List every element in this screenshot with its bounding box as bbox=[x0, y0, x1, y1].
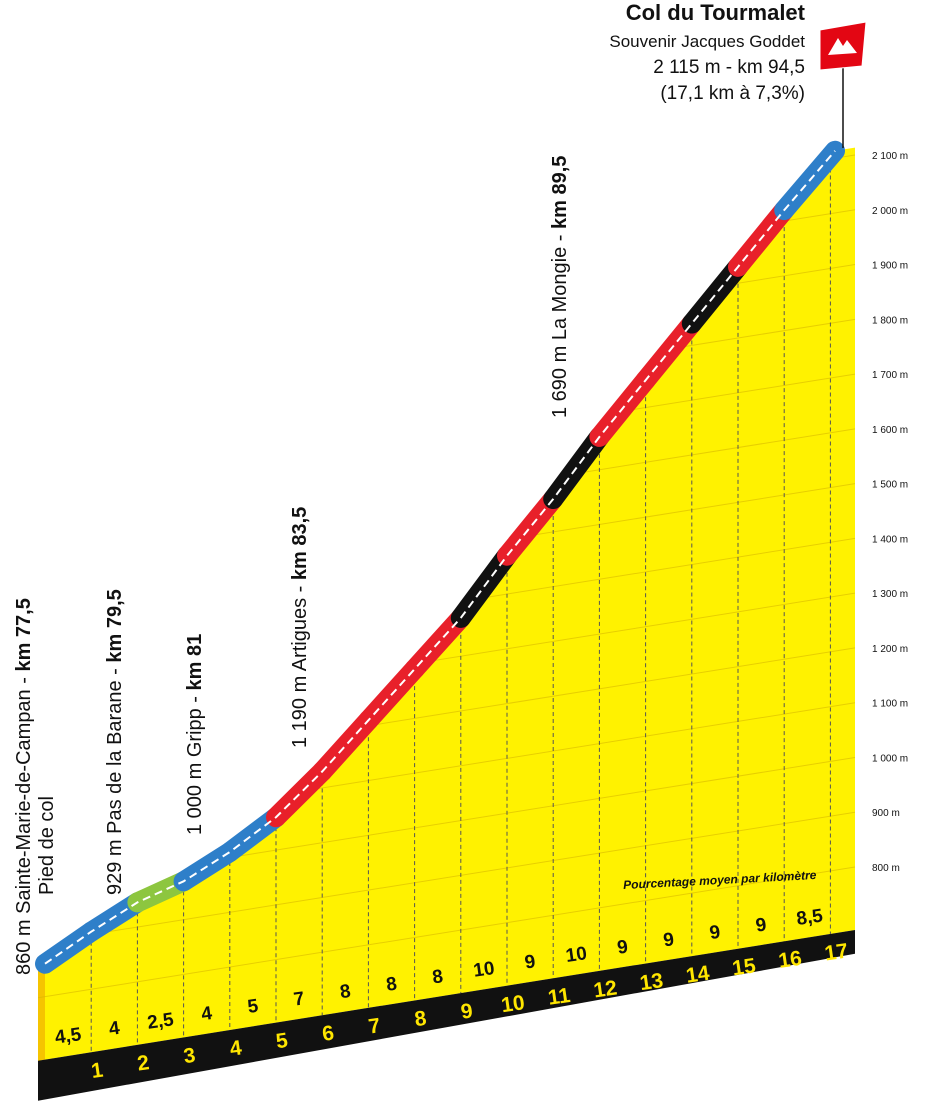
y-tick-label: 1 400 m bbox=[872, 534, 908, 545]
percent-label: 10 bbox=[472, 958, 496, 982]
km-label: 6 bbox=[321, 1022, 336, 1046]
percent-label: 8 bbox=[385, 974, 398, 996]
percent-label: 4 bbox=[200, 1003, 214, 1025]
waypoint-name: 1 000 m Gripp - bbox=[184, 690, 206, 835]
road-centerline bbox=[44, 150, 836, 965]
mountain-icon bbox=[828, 38, 857, 55]
percent-label: 5 bbox=[246, 996, 260, 1018]
y-tick-label: 800 m bbox=[872, 863, 900, 874]
km-label: 1 bbox=[90, 1059, 105, 1083]
waypoint-km: km 79,5 bbox=[104, 589, 126, 662]
km-label: 8 bbox=[413, 1007, 428, 1031]
km-label: 4 bbox=[228, 1036, 243, 1060]
percent-label: 8 bbox=[431, 966, 444, 988]
percent-label: 9 bbox=[708, 922, 721, 944]
waypoint-name: 860 m Sainte-Marie-de-Campan - bbox=[13, 672, 35, 975]
road-segment bbox=[497, 489, 564, 566]
waypoint-km: km 83,5 bbox=[289, 507, 311, 580]
grid-line bbox=[38, 811, 855, 944]
percent-label: 2,5 bbox=[146, 1009, 176, 1034]
percent-label: 9 bbox=[754, 914, 767, 936]
percent-label: 9 bbox=[662, 929, 675, 951]
km-label: 14 bbox=[685, 962, 712, 988]
y-tick-label: 1 800 m bbox=[872, 315, 908, 326]
y-tick-label: 2 000 m bbox=[872, 206, 908, 217]
waypoint-label: 929 m Pas de la Barane - km 79,5 bbox=[104, 589, 126, 895]
y-tick-label: 1 200 m bbox=[872, 644, 908, 655]
percent-label: 7 bbox=[292, 988, 305, 1010]
km-label: 10 bbox=[500, 991, 526, 1017]
percent-label: 8,5 bbox=[795, 905, 825, 930]
y-tick-label: 900 m bbox=[872, 808, 900, 819]
profile-side bbox=[38, 963, 45, 1061]
km-label: 12 bbox=[592, 976, 618, 1002]
waypoint-label: 860 m Sainte-Marie-de-Campan - km 77,5 bbox=[13, 598, 35, 975]
km-label: 7 bbox=[367, 1014, 382, 1038]
km-label: 17 bbox=[823, 939, 849, 965]
grid-line bbox=[38, 866, 855, 999]
summit-name: Col du Tourmalet bbox=[626, 0, 806, 25]
waypoint-km: km 77,5 bbox=[13, 598, 35, 671]
waypoint-note: Pied de col bbox=[36, 796, 58, 895]
y-tick-label: 2 100 m bbox=[872, 151, 908, 162]
y-tick-label: 1 600 m bbox=[872, 425, 908, 436]
waypoint-label: 1 000 m Gripp - km 81 bbox=[184, 634, 206, 835]
waypoint-km: km 89,5 bbox=[549, 156, 571, 229]
summit-stats: (17,1 km à 7,3%) bbox=[660, 83, 805, 104]
waypoint-km: km 81 bbox=[184, 634, 206, 691]
y-tick-label: 1 700 m bbox=[872, 370, 908, 381]
y-tick-label: 1 000 m bbox=[872, 753, 908, 764]
y-tick-label: 1 900 m bbox=[872, 261, 908, 272]
waypoint-name: 1 690 m La Mongie - bbox=[549, 229, 571, 418]
km-label: 9 bbox=[459, 999, 474, 1023]
km-label: 11 bbox=[547, 984, 573, 1010]
percent-label: 9 bbox=[616, 937, 629, 959]
km-label: 5 bbox=[275, 1029, 290, 1053]
percent-label: 4 bbox=[108, 1018, 122, 1040]
y-tick-label: 1 300 m bbox=[872, 589, 908, 600]
waypoint-name: 929 m Pas de la Barane - bbox=[104, 663, 126, 895]
y-tick-label: 1 100 m bbox=[872, 699, 908, 710]
km-band bbox=[38, 930, 855, 1101]
waypoint-label: 1 690 m La Mongie - km 89,5 bbox=[549, 156, 571, 418]
waypoint-name: 1 190 m Artigues - bbox=[289, 580, 311, 748]
waypoint-label: 1 190 m Artigues - km 83,5 bbox=[289, 507, 311, 748]
summit-subtitle: Souvenir Jacques Goddet bbox=[609, 32, 805, 51]
percent-label: 10 bbox=[564, 943, 588, 967]
percent-label: 4,5 bbox=[54, 1024, 84, 1049]
km-label: 15 bbox=[731, 954, 758, 980]
percent-label: 8 bbox=[339, 981, 352, 1003]
summit-altitude: 2 115 m - km 94,5 bbox=[653, 57, 805, 78]
km-label: 3 bbox=[182, 1044, 197, 1068]
percent-label: 9 bbox=[523, 951, 536, 973]
km-label: 13 bbox=[638, 969, 664, 995]
km-label: 2 bbox=[136, 1051, 151, 1075]
y-tick-label: 1 500 m bbox=[872, 480, 908, 491]
km-label: 16 bbox=[777, 947, 803, 973]
